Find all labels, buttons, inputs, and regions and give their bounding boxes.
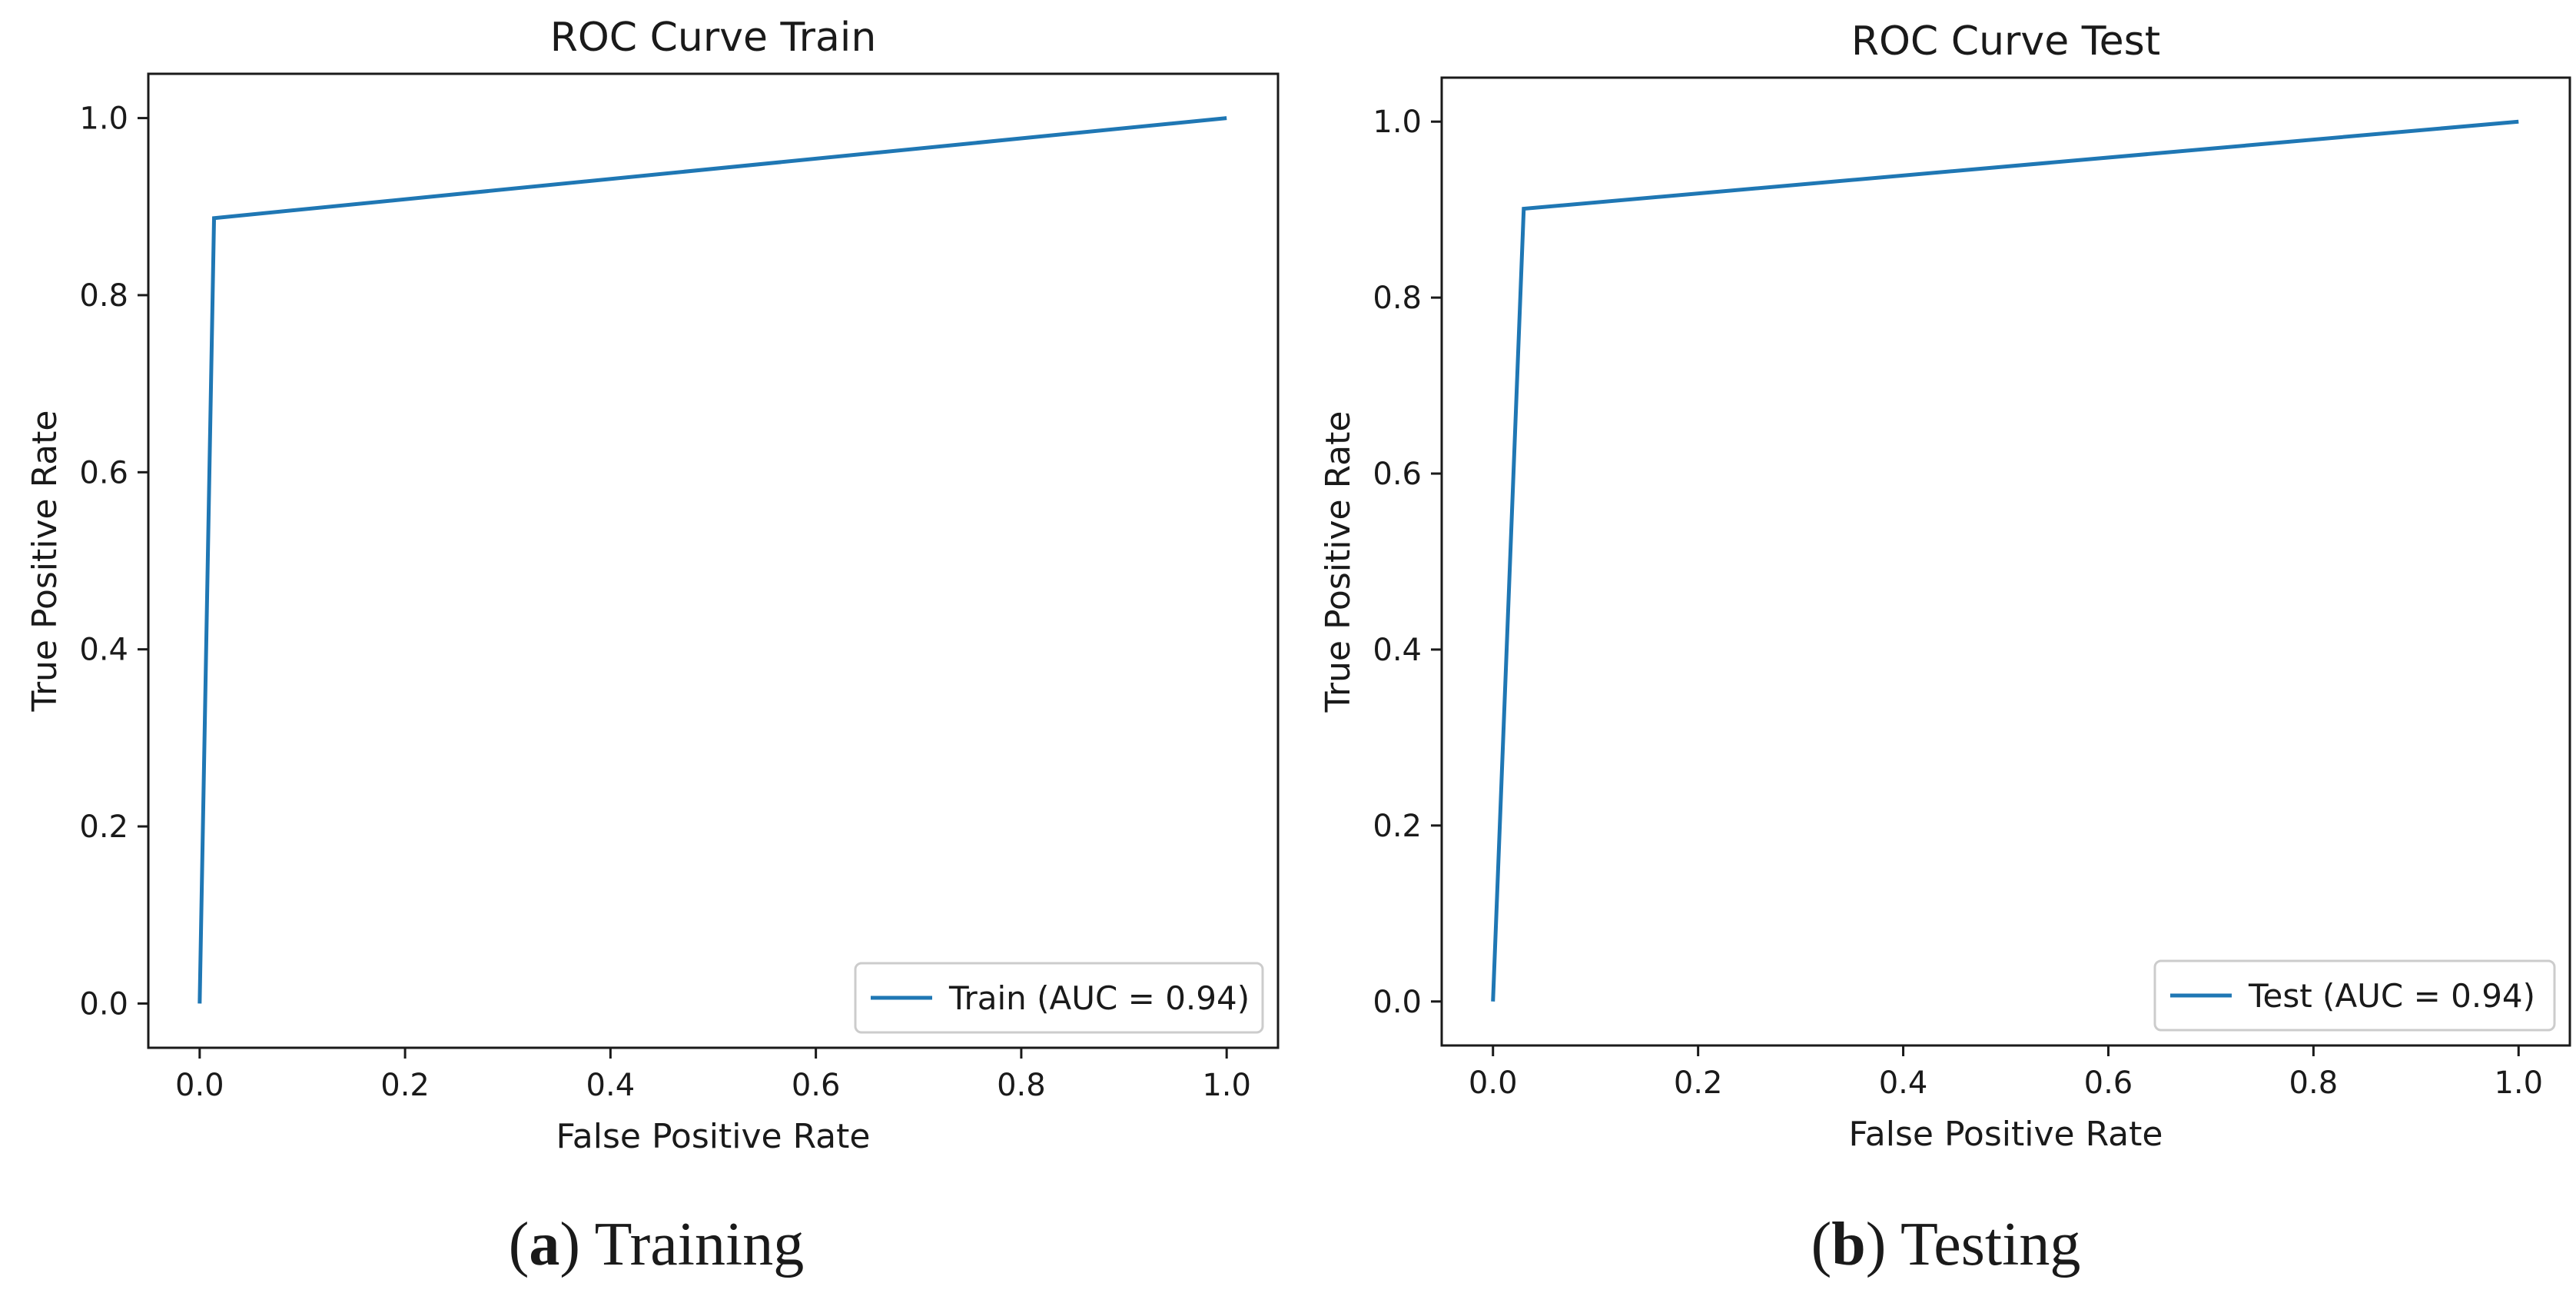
x-axis-label: False Positive Rate bbox=[1849, 1115, 2163, 1154]
x-tick-label: 0.2 bbox=[380, 1068, 430, 1103]
x-tick-label: 1.0 bbox=[2494, 1065, 2543, 1101]
y-tick-label: 1.0 bbox=[79, 101, 128, 137]
x-tick-label: 0.8 bbox=[997, 1068, 1046, 1103]
y-tick-label: 0.0 bbox=[79, 986, 128, 1022]
caption-paren-open: ( bbox=[1811, 1211, 1832, 1278]
plot-frame bbox=[147, 72, 1280, 1049]
subfigure-caption: (a) Training bbox=[509, 1211, 805, 1278]
y-tick-label: 1.0 bbox=[1373, 105, 1422, 140]
caption-text: Testing bbox=[1900, 1211, 2080, 1278]
subfigure-caption: (b) Testing bbox=[1811, 1211, 2081, 1278]
y-tick-label: 0.4 bbox=[79, 633, 128, 668]
caption-paren-open: ( bbox=[509, 1211, 529, 1278]
x-tick-label: 0.0 bbox=[175, 1068, 224, 1103]
chart-panel-test: 0.0 0.2 0.4 0.6 0.8 1.0 0.0 0.2 0.4 0.6 0.8 1.0 ROC … bbox=[1319, 18, 2571, 1278]
y-tick-label: 0.4 bbox=[1373, 633, 1422, 668]
legend-label: Train (AUC = 0.94) bbox=[948, 979, 1250, 1017]
legend-label: Test (AUC = 0.94) bbox=[2248, 977, 2535, 1015]
caption-letter: a bbox=[529, 1211, 559, 1278]
roc-curve-line bbox=[1491, 119, 2519, 1002]
x-tick-label: 0.0 bbox=[1469, 1065, 1518, 1101]
x-tick-label: 0.6 bbox=[2084, 1065, 2133, 1101]
y-tick-label: 0.8 bbox=[1373, 281, 1422, 316]
chart-title: ROC Curve Test bbox=[1851, 18, 2160, 65]
legend-box bbox=[2153, 959, 2556, 1032]
y-tick-label: 0.8 bbox=[79, 278, 128, 314]
caption-letter: b bbox=[1831, 1211, 1866, 1278]
roc-curve-line bbox=[198, 116, 1227, 1004]
plot-frame bbox=[1440, 76, 2571, 1047]
legend: Test (AUC = 0.94) bbox=[2153, 959, 2556, 1032]
y-tick-label: 0.6 bbox=[1373, 457, 1422, 492]
x-tick-label: 1.0 bbox=[1202, 1068, 1251, 1103]
x-tick-label: 0.4 bbox=[586, 1068, 636, 1103]
x-axis-label: False Positive Rate bbox=[556, 1117, 871, 1156]
y-tick-label: 0.2 bbox=[1373, 809, 1422, 844]
caption-text: Training bbox=[595, 1211, 805, 1278]
legend-box bbox=[854, 962, 1264, 1034]
y-axis-label: True Positive Rate bbox=[1319, 411, 1358, 713]
caption-paren-close: ) bbox=[559, 1211, 594, 1278]
chart-panel-train: 0.0 0.2 0.4 0.6 0.8 1.0 0.0 0.2 0.4 0.6 0.8 1.0 ROC … bbox=[25, 15, 1280, 1278]
y-tick-label: 0.0 bbox=[1373, 985, 1422, 1020]
caption-paren-close: ) bbox=[1866, 1211, 1900, 1278]
x-tick-label: 0.8 bbox=[2289, 1065, 2339, 1101]
x-tick-label: 0.4 bbox=[1879, 1065, 1928, 1101]
y-axis-label: True Positive Rate bbox=[25, 411, 65, 713]
y-tick-label: 0.6 bbox=[79, 455, 128, 490]
x-tick-label: 0.6 bbox=[792, 1068, 841, 1103]
x-tick-label: 0.2 bbox=[1674, 1065, 1723, 1101]
legend: Train (AUC = 0.94) bbox=[854, 962, 1264, 1034]
chart-title: ROC Curve Train bbox=[550, 15, 877, 61]
y-tick-label: 0.2 bbox=[79, 809, 128, 845]
